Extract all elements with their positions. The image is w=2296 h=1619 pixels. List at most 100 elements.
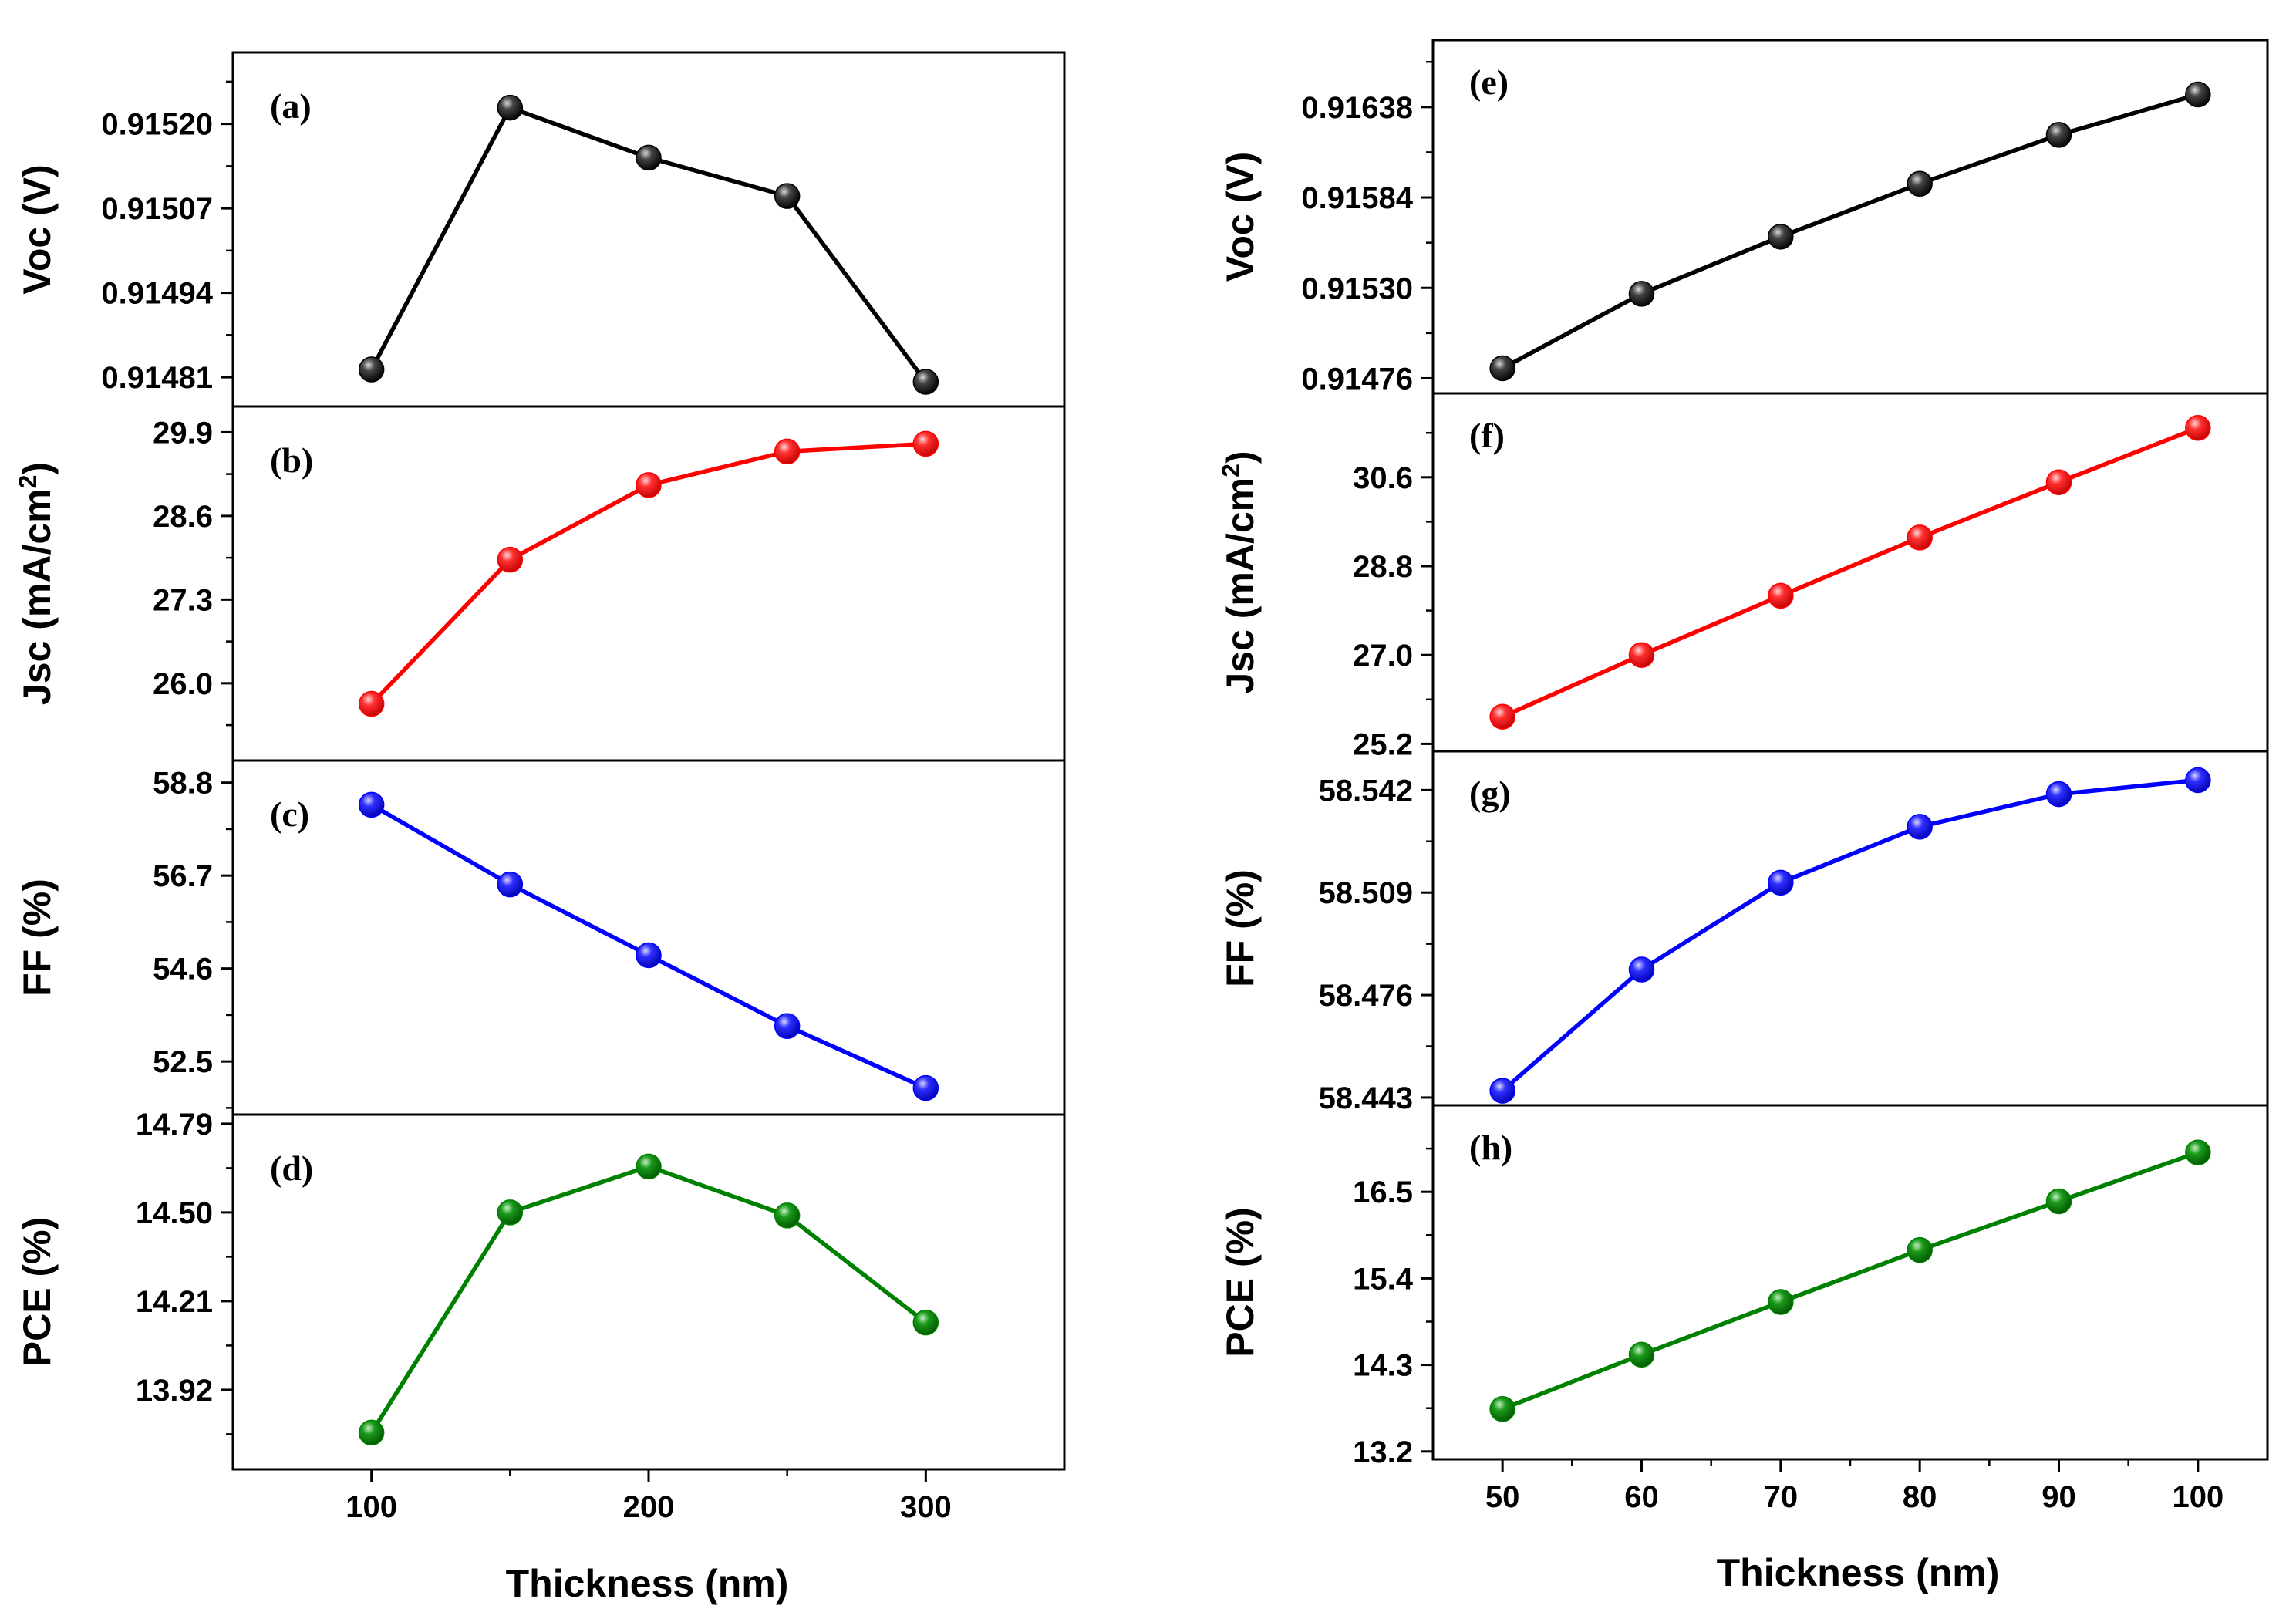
y-axis-title: Voc (V): [15, 164, 59, 295]
data-point: [497, 94, 524, 121]
data-point: [1768, 869, 1794, 896]
x-axis-title-right: Thickness (nm): [1717, 1551, 2000, 1594]
series-line: [1502, 426, 2199, 719]
y-tick-label: 54.6: [153, 953, 213, 987]
series-line: [1501, 92, 2199, 370]
data-point: [774, 438, 801, 465]
y-axis-title: FF (%): [1219, 869, 1262, 987]
data-point: [358, 690, 385, 717]
y-tick-label: 30.6: [1353, 461, 1413, 495]
y-tick-label: 27.0: [1353, 639, 1413, 673]
x-tick-label: 80: [1903, 1480, 1937, 1514]
data-point: [1907, 170, 1933, 197]
x-tick-label: 100: [2172, 1480, 2224, 1514]
data-point: [1489, 1395, 1515, 1422]
y-tick-label: 14.3: [1353, 1349, 1413, 1383]
y-tick-label: 0.91507: [101, 192, 213, 226]
series-line: [369, 1164, 927, 1434]
x-tick-label: 70: [1764, 1480, 1799, 1514]
plot-frame: [231, 759, 1066, 1116]
panel-e: 0.91476 0.91530 0.91584 0.91638 Voc (V) (e): [1219, 39, 2269, 396]
y-tick-label: 0.91494: [101, 277, 213, 311]
data-point: [636, 472, 662, 498]
data-point: [774, 1013, 801, 1039]
y-tick-label: 0.91638: [1301, 91, 1413, 125]
panel-b: 26.0 27.3 28.6 29.9 Jsc (mA/cm2) (b): [14, 405, 1066, 762]
y-tick-label: 58.476: [1319, 979, 1413, 1013]
y-tick-label: 0.91481: [101, 361, 213, 395]
data-point: [2185, 1139, 2211, 1165]
data-point: [1628, 642, 1655, 668]
x-tick-label: 100: [346, 1490, 397, 1524]
data-point: [912, 1309, 939, 1336]
y-axis-title: PCE (%): [1219, 1207, 1262, 1357]
data-point: [1628, 1341, 1655, 1368]
panel-label: (h): [1469, 1128, 1512, 1167]
data-point: [2185, 767, 2211, 794]
panel-label: (c): [270, 794, 309, 834]
data-point: [1768, 582, 1794, 609]
y-tick-label: 29.9: [153, 416, 213, 450]
data-point: [1768, 224, 1794, 250]
panel-h: 13.2 14.3 15.4 16.5 PCE (%) (h): [1219, 1104, 2269, 1469]
data-point: [1907, 524, 1933, 551]
data-point: [2045, 122, 2072, 148]
y-tick-label: 14.21: [136, 1285, 213, 1319]
y-axis-title: FF (%): [15, 879, 59, 997]
y-axis-title: Jsc (mA/cm2): [14, 462, 59, 705]
x-tick-label: 300: [900, 1490, 952, 1524]
data-point: [2185, 81, 2211, 108]
panel-label: (e): [1469, 62, 1509, 102]
plot-frame: [231, 405, 1066, 762]
plot-frame: [1431, 392, 2269, 753]
y-tick-label: 28.8: [1353, 550, 1413, 584]
y-tick-label: 26.0: [153, 667, 213, 701]
y-tick-label: 52.5: [153, 1045, 213, 1079]
y-tick-label: 0.91530: [1301, 272, 1413, 305]
y-axis-title: Voc (V): [1219, 152, 1262, 282]
y-tick-label: 0.91584: [1301, 181, 1413, 215]
y-axis-title: PCE (%): [15, 1217, 59, 1367]
data-point: [358, 791, 385, 818]
panel-label: (g): [1469, 774, 1511, 813]
data-point: [912, 369, 939, 395]
y-tick-label: 58.509: [1319, 876, 1413, 910]
x-tick-label: 50: [1485, 1480, 1520, 1514]
y-tick-label: 14.79: [136, 1108, 213, 1142]
data-point: [497, 546, 524, 573]
data-point: [497, 871, 524, 898]
y-tick-label: 13.2: [1353, 1435, 1413, 1469]
plot-frame: [1431, 750, 2269, 1107]
data-point: [912, 430, 939, 457]
series-line: [1501, 777, 2199, 1093]
data-point: [358, 356, 385, 383]
data-point: [636, 1153, 662, 1180]
data-point: [2045, 1188, 2072, 1215]
y-tick-label: 0.91520: [101, 108, 213, 142]
plot-frame: [231, 1113, 1066, 1471]
y-tick-label: 0.91476: [1301, 362, 1413, 396]
panel-label: (b): [270, 440, 313, 480]
plot-frame: [231, 51, 1066, 408]
data-point: [1489, 355, 1515, 382]
data-point: [1489, 703, 1515, 730]
panel-label: (a): [270, 86, 312, 126]
y-tick-label: 58.8: [153, 767, 213, 801]
plot-frame: [1431, 1104, 2269, 1461]
y-tick-label: 27.3: [153, 583, 213, 617]
x-tick-label: 90: [2041, 1480, 2076, 1514]
data-point: [2045, 469, 2072, 495]
data-point: [1768, 1289, 1794, 1315]
panel-f: 25.2 27.0 28.8 30.6 Jsc (mA/cm2) (f): [1217, 392, 2269, 761]
data-point: [1628, 281, 1655, 307]
data-point: [2045, 781, 2072, 808]
data-point: [912, 1074, 939, 1101]
y-tick-label: 58.443: [1319, 1081, 1413, 1115]
x-tick-label: 200: [623, 1490, 675, 1524]
data-point: [358, 1419, 385, 1446]
y-tick-label: 14.50: [136, 1196, 213, 1230]
y-tick-label: 16.5: [1353, 1175, 1413, 1209]
y-axis-title: Jsc (mA/cm2): [1217, 450, 1262, 693]
panel-g: 58.443 58.476 58.509 58.542 FF (%) (g): [1219, 750, 2269, 1115]
